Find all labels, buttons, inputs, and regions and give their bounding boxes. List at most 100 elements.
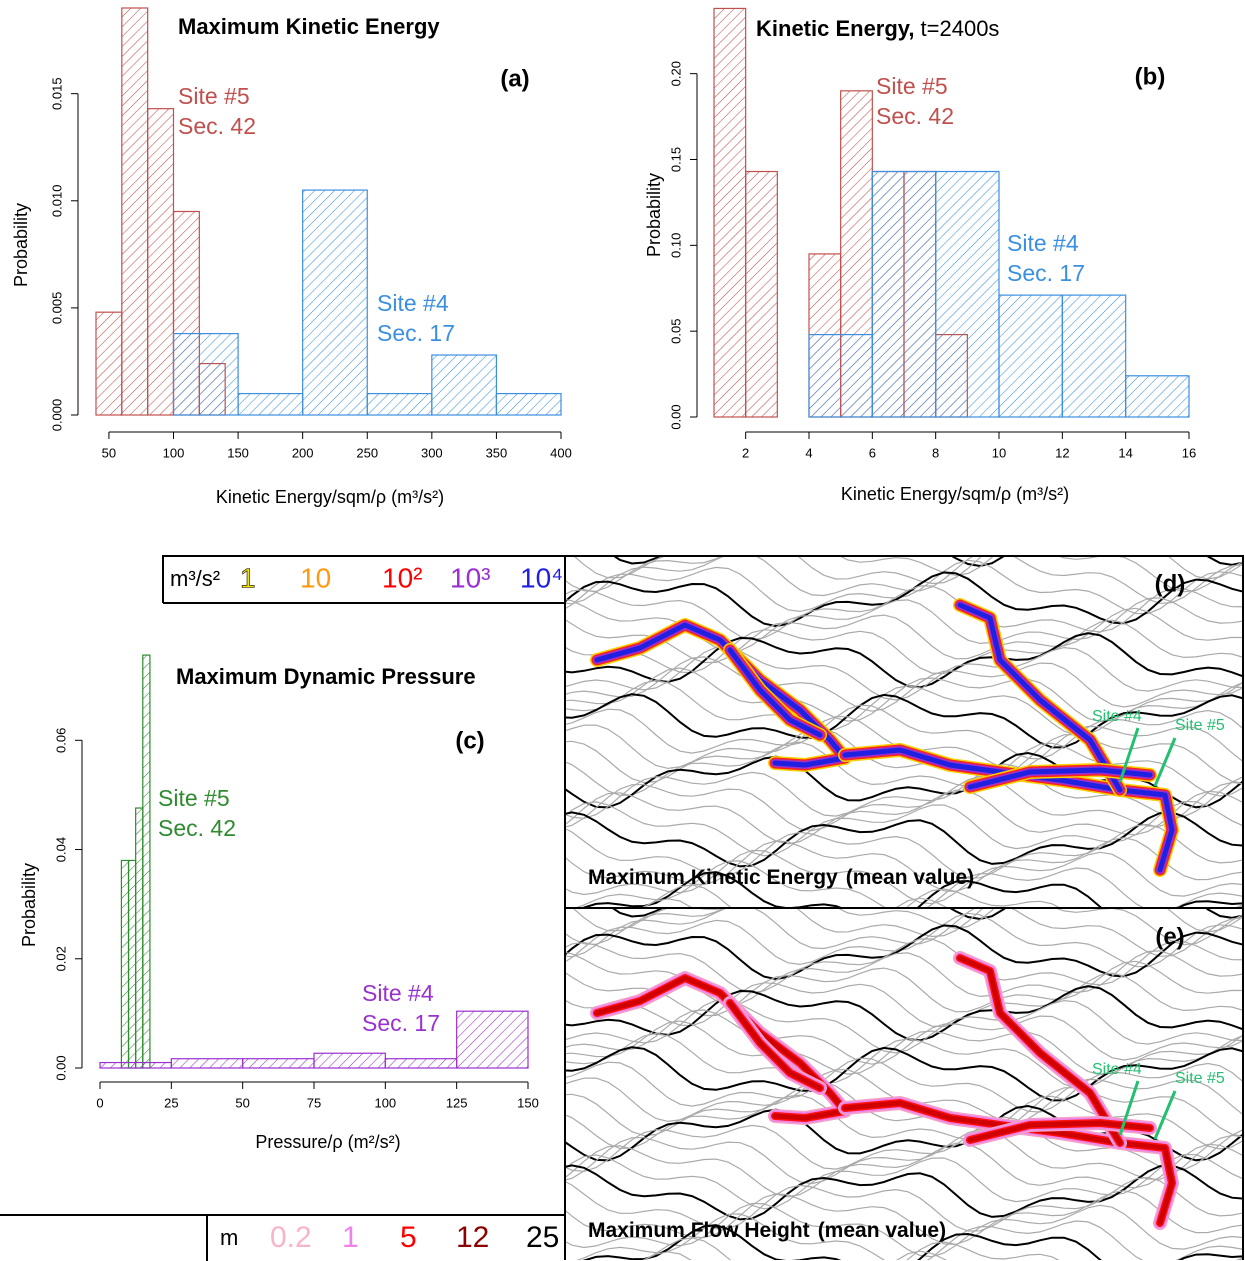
flow-path (727, 647, 823, 738)
contour (566, 909, 1242, 946)
site-label: Site #5 (1175, 1070, 1225, 1087)
map-title-note: (mean value) (846, 866, 974, 889)
contour (566, 632, 1242, 689)
site-label: Site #4 (1092, 1061, 1142, 1078)
x-tick-label: 4 (805, 445, 812, 460)
contour (566, 909, 1242, 958)
contour (573, 556, 1242, 580)
x-tick-label: 125 (446, 1095, 468, 1110)
x-tick-label: 100 (374, 1095, 396, 1110)
legend-item: 0.2 (270, 1221, 312, 1254)
bar (147, 108, 175, 416)
bar (998, 294, 1063, 418)
y-tick-label: 0.00 (53, 1055, 68, 1080)
contour (643, 884, 1242, 907)
contour (576, 860, 1242, 907)
y-tick-label: 0.06 (53, 728, 68, 753)
site-label: Site #5 (1175, 717, 1225, 734)
map-title: Maximum Kinetic Energy (mean value) (588, 866, 974, 889)
series-section: Sec. 42 (178, 113, 256, 139)
map-bg (566, 556, 1242, 907)
x-tick-label: 150 (227, 445, 249, 460)
map-bg (566, 909, 1242, 1260)
series-name: Site #5 (178, 83, 250, 109)
legend-unit: m³/s² (170, 566, 220, 591)
bar (95, 311, 123, 416)
bar (99, 1061, 172, 1069)
panel-label: (b) (1135, 63, 1166, 90)
frames (0, 555, 1244, 1261)
bar (135, 807, 144, 1069)
contour (566, 1142, 1242, 1198)
title-main: Maximum Dynamic Pressure (176, 664, 476, 689)
bar (384, 1058, 458, 1069)
bar (456, 1010, 529, 1069)
x-tick-label: 2 (742, 445, 749, 460)
y-tick-label: 0.04 (53, 837, 68, 862)
bar (808, 334, 873, 418)
contour (566, 571, 1242, 628)
contour (576, 1213, 1242, 1260)
legend-item: 12 (456, 1221, 489, 1254)
x-tick-label: 6 (869, 445, 876, 460)
flow-path (957, 602, 1123, 793)
site-pointer (1153, 1090, 1177, 1140)
chart-title: Maximum Dynamic Pressure (176, 664, 476, 689)
x-tick-label: 10 (992, 445, 1006, 460)
bar (127, 859, 137, 1069)
site-pointer (1118, 727, 1140, 783)
legend-item: 10³ (450, 562, 490, 593)
y-tick-label: 0.00 (668, 404, 683, 429)
legend-item: 25 (526, 1221, 559, 1254)
bar (237, 392, 304, 416)
legend-item: 10² (382, 562, 422, 593)
contour (566, 667, 1242, 723)
panel-label: (c) (455, 727, 484, 754)
contour (566, 924, 1242, 981)
bar (242, 1058, 315, 1069)
series-section: Sec. 17 (362, 1010, 440, 1036)
x-tick-label: 150 (517, 1095, 539, 1110)
contour (566, 693, 1242, 749)
panel-label: (e) (1155, 923, 1184, 950)
contour (566, 1128, 1242, 1185)
x-tick-label: 300 (421, 445, 443, 460)
series-section: Sec. 42 (876, 103, 954, 129)
map-d: Site #4 Site #5 (d) Maximum Kinetic Energy (… (566, 556, 1242, 907)
series-section: Sec. 17 (1007, 260, 1085, 286)
chart-title: Maximum Kinetic Energy (178, 14, 440, 39)
x-tick-label: 50 (102, 445, 116, 460)
series-section: Sec. 42 (158, 815, 236, 841)
x-tick-label: 50 (235, 1095, 249, 1110)
x-tick-label: 350 (486, 445, 508, 460)
bar (120, 859, 130, 1069)
flow-path (727, 1000, 823, 1091)
series-section: Sec. 17 (377, 320, 455, 346)
x-tick-label: 200 (292, 445, 314, 460)
flow-path (957, 955, 1123, 1146)
contour (566, 585, 1242, 641)
map-title-note: (mean value) (818, 1219, 946, 1242)
panel-label: (a) (500, 65, 529, 92)
x-tick-label: 75 (307, 1095, 321, 1110)
x-tick-label: 8 (932, 445, 939, 460)
bar (121, 7, 149, 416)
series-name: Site #4 (1007, 230, 1079, 256)
bar (1125, 375, 1190, 418)
panel-label: (d) (1155, 570, 1186, 597)
legend-item: 10⁴ (520, 562, 563, 593)
contour (566, 556, 1242, 605)
x-tick-label: 100 (163, 445, 185, 460)
contour (566, 763, 1242, 820)
contour (566, 985, 1242, 1042)
y-tick-label: 0.15 (668, 147, 683, 172)
map-title-main: Maximum Kinetic Energy (588, 866, 838, 889)
flow-path (842, 1100, 1175, 1226)
contour (566, 1190, 1242, 1246)
legend-item: 1 (240, 562, 256, 593)
y-tick-label: 0.05 (668, 319, 683, 344)
y-tick-label: 0.02 (53, 946, 68, 971)
series-name: Site #4 (362, 980, 434, 1006)
legend-item: 10 (300, 562, 331, 593)
map-title-main: Maximum Flow Height (588, 1219, 810, 1242)
